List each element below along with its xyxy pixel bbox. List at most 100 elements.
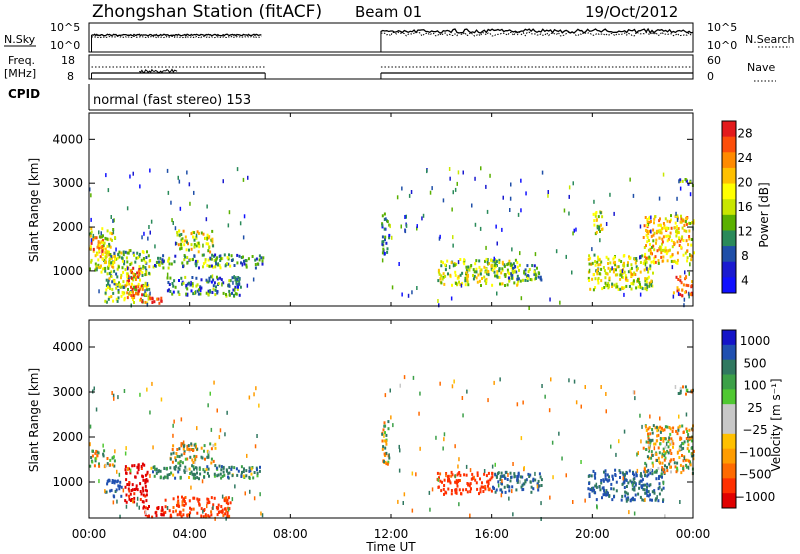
heatmap-cell [511,276,514,280]
heatmap-cell [208,246,211,250]
heatmap-cell [504,274,506,278]
heatmap-cell [518,263,521,267]
heatmap-cell [446,259,449,263]
heatmap-cell [203,475,206,479]
heatmap-cell [381,439,384,443]
heatmap-cell [127,288,129,291]
heatmap-cell [157,260,160,264]
heatmap-cell [451,473,454,477]
heatmap-cell [149,410,151,415]
heatmap-cell [669,427,672,431]
heatmap-cell [260,256,263,260]
heatmap-cell [244,259,247,262]
heatmap-cell [654,442,657,446]
heatmap-cell [646,455,649,459]
heatmap-cell [485,277,488,281]
heatmap-cell [611,266,613,271]
heatmap-cell [649,251,652,255]
heatmap-cell [467,267,470,271]
heatmap-cell [643,268,646,272]
heatmap-cell [653,446,656,451]
heatmap-cell [180,444,183,448]
heatmap-cell [656,434,659,438]
heatmap-cell [416,286,418,290]
heatmap-cell [520,208,522,213]
heatmap-cell [501,282,504,286]
heatmap-cell [150,466,153,470]
heatmap-cell [232,288,235,292]
heatmap-cell [196,283,199,287]
heatmap-cell [459,258,462,261]
heatmap-cell [647,275,650,279]
heatmap-cell [180,417,183,422]
heatmap-cell [549,495,551,500]
heatmap-cell [603,286,606,289]
heatmap-cell [89,245,92,249]
heatmap-cell [111,481,114,484]
heatmap-cell [626,492,629,496]
heatmap-cell [117,253,120,257]
heatmap-cell [602,486,605,490]
heatmap-cell [487,482,490,486]
heatmap-cell [144,494,147,498]
heatmap-cell [185,248,188,252]
heatmap-cell [152,465,155,469]
heatmap-cell [443,484,446,487]
heatmap-cell [199,292,202,296]
heatmap-cell [183,450,186,454]
heatmap-cell [188,281,190,285]
heatmap-cell [601,215,604,219]
heatmap-cell [486,209,489,214]
heatmap-cell [156,297,159,301]
heatmap-cell [537,271,540,275]
heatmap-cell [407,293,410,298]
heatmap-cell [170,262,173,266]
heatmap-cell [181,495,183,499]
heatmap-cell [178,455,181,459]
heatmap-cell [680,471,683,475]
colorbar-swatch [722,183,736,200]
heatmap-cell [660,224,662,228]
heatmap-cell [653,470,656,474]
heatmap-cell [225,468,228,472]
heatmap-cell [465,273,468,277]
heatmap-cell [459,273,462,277]
heatmap-cell [129,471,132,475]
heatmap-cell [647,248,650,252]
heatmap-cell [418,411,420,416]
heatmap-cell [126,266,129,271]
heatmap-cell [476,474,479,477]
heatmap-cell [148,225,150,229]
heatmap-cell [148,265,151,269]
heatmap-cell [627,481,630,485]
heatmap-cell [493,263,496,267]
heatmap-cell [646,470,649,473]
heatmap-cell [691,221,694,224]
heatmap-cell [212,503,215,507]
heatmap-cell [113,282,116,286]
heatmap-cell [132,290,134,294]
heatmap-cell [113,459,116,463]
heatmap-cell [217,473,220,477]
heatmap-cell [479,477,481,481]
heatmap-cell [655,241,657,245]
heatmap-cell [202,232,205,236]
heatmap-cell [685,283,688,287]
heatmap-cell [386,250,389,254]
heatmap-cell [391,285,394,290]
heatmap-cell [129,291,132,295]
heatmap-cell [643,488,646,492]
heatmap-cell [158,263,161,267]
heatmap-cell [512,462,514,466]
heatmap-cell [498,258,501,262]
heatmap-cell [588,254,591,258]
heatmap-cell [193,467,195,471]
heatmap-cell [179,476,182,480]
heatmap-cell [501,260,504,264]
heatmap-cell [677,227,680,231]
heatmap-cell [388,233,391,237]
heatmap-cell [685,465,688,469]
heatmap-cell [193,461,196,465]
heatmap-cell [627,496,630,500]
heatmap-cell [139,269,142,273]
